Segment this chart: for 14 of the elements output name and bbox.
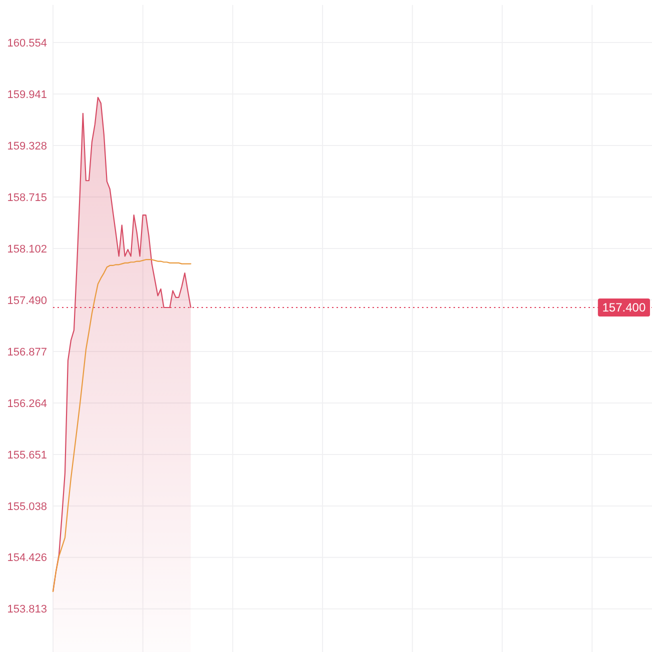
- y-tick-label: 155.038: [7, 500, 47, 513]
- y-tick-label: 160.554: [7, 37, 47, 50]
- line-series: [52, 259, 192, 592]
- y-tick-label: 156.264: [7, 398, 47, 410]
- y-tick-label: 153.813: [7, 604, 47, 616]
- y-tick-label: 155.651: [7, 449, 47, 462]
- y-tick-label: 159.941: [7, 88, 47, 101]
- y-tick-label: 158.102: [7, 243, 47, 256]
- y-tick-label: 154.426: [7, 552, 47, 564]
- y-tick-label: 156.877: [7, 346, 47, 358]
- y-tick-label: 159.328: [7, 140, 47, 152]
- ref-line-label: 157.400: [602, 300, 646, 315]
- y-tick-label: 158.715: [7, 192, 47, 204]
- y-tick-label: 157.490: [7, 294, 47, 307]
